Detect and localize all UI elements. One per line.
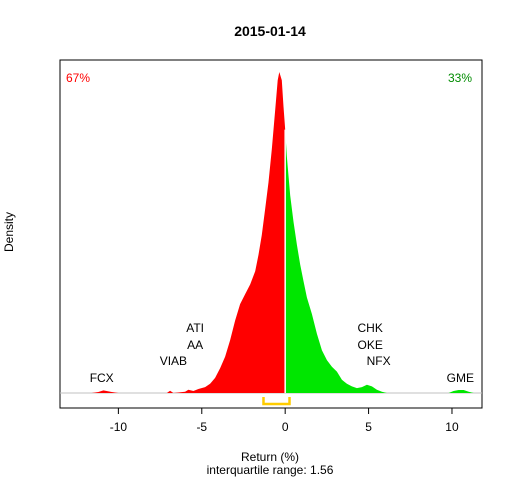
positive-density-area bbox=[285, 129, 479, 393]
iqr-label: interquartile range: 1.56 bbox=[207, 463, 334, 477]
positive-share-label: 33% bbox=[448, 71, 472, 85]
x-tick-label: 5 bbox=[365, 420, 372, 434]
annotation-ati: ATI bbox=[186, 321, 204, 335]
negative-share-label: 67% bbox=[66, 71, 90, 85]
annotation-aa: AA bbox=[187, 338, 203, 352]
annotation-gme: GME bbox=[447, 371, 474, 385]
x-tick-label: -10 bbox=[110, 420, 128, 434]
iqr-bracket bbox=[262, 397, 291, 406]
x-tick-label: 10 bbox=[445, 420, 459, 434]
x-axis: -10 -5 0 5 10 bbox=[110, 407, 459, 434]
y-axis-label: Density bbox=[2, 212, 16, 252]
chart-title: 2015-01-14 bbox=[234, 23, 306, 39]
annotation-oke: OKE bbox=[358, 338, 383, 352]
annotation-viab: VIAB bbox=[160, 354, 187, 368]
annotation-chk: CHK bbox=[358, 321, 383, 335]
annotation-fcx: FCX bbox=[90, 371, 114, 385]
x-tick-label: 0 bbox=[282, 420, 289, 434]
x-tick-label: -5 bbox=[196, 420, 207, 434]
x-axis-label: Return (%) bbox=[241, 450, 299, 464]
negative-density-area bbox=[91, 72, 286, 393]
annotation-nfx: NFX bbox=[367, 354, 391, 368]
